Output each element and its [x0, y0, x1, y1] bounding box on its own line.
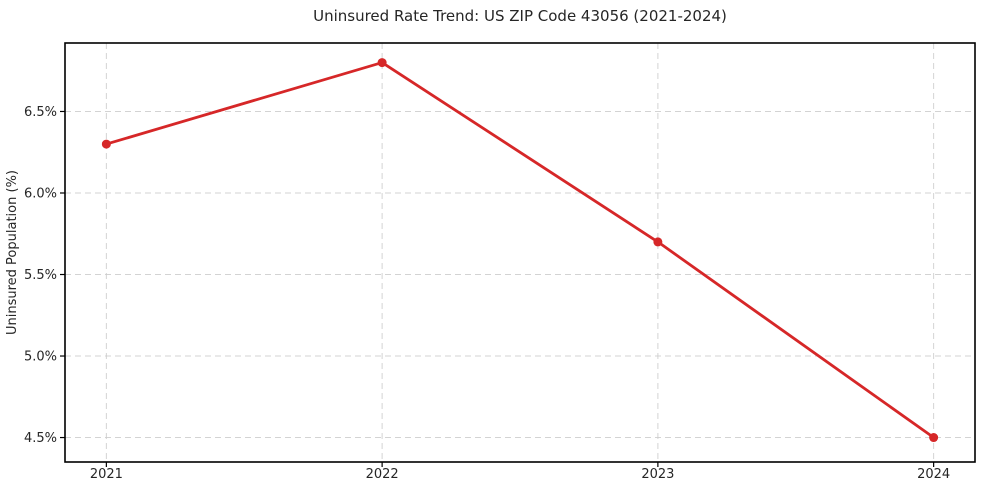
y-axis-label: Uninsured Population (%) [5, 170, 20, 335]
data-point [653, 237, 663, 247]
y-tick-label: 5.5% [24, 268, 57, 283]
x-tick-label: 2023 [641, 467, 674, 482]
tick-layer: 2021 2022 2023 2024 4.5% 5.0% 5.5% 6.0% 6.5% [24, 105, 950, 482]
x-tick-label: 2024 [917, 467, 950, 482]
data-point [929, 433, 939, 443]
x-tick-label: 2022 [366, 467, 399, 482]
grid-layer [65, 43, 975, 462]
data-point [101, 139, 111, 149]
x-tick-label: 2021 [90, 467, 123, 482]
data-line [104, 61, 936, 439]
y-tick-label: 6.0% [24, 186, 57, 201]
series-layer [101, 58, 939, 443]
y-tick-label: 6.5% [24, 105, 57, 120]
chart-title: Uninsured Rate Trend: US ZIP Code 43056 … [313, 7, 727, 25]
plot-border [64, 42, 976, 463]
data-point [377, 58, 387, 68]
y-tick-label: 4.5% [24, 431, 57, 446]
y-tick-label: 5.0% [24, 350, 57, 365]
